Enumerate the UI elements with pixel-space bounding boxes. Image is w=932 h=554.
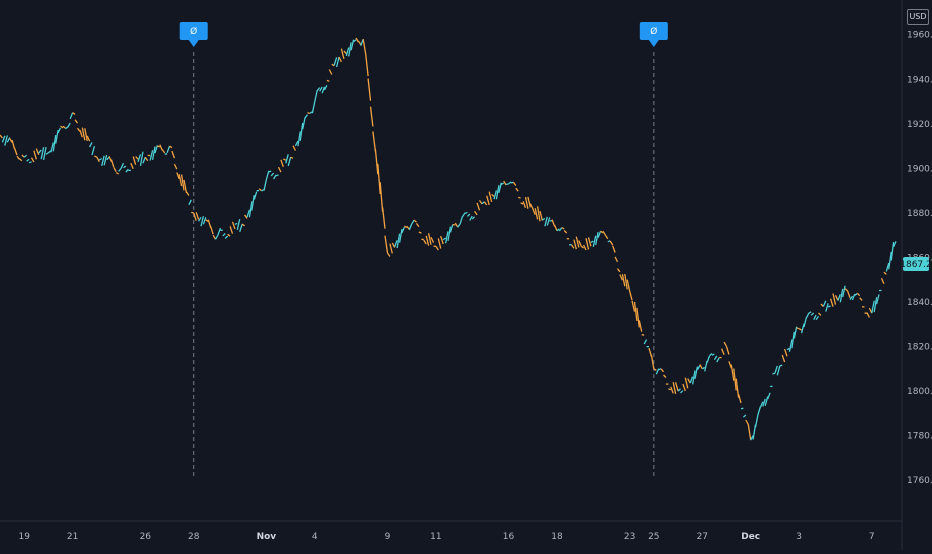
y-tick-label: 1880.0 [907, 209, 932, 219]
price-segment [465, 212, 467, 213]
price-segment [327, 80, 329, 81]
x-tick-label: 9 [385, 532, 391, 542]
event-marker-label: Ø [190, 26, 197, 37]
x-tick-label: 28 [188, 532, 200, 542]
x-tick-label: 25 [648, 532, 659, 542]
x-tick-label: 3 [796, 532, 802, 542]
y-tick-label: 1840.0 [907, 298, 932, 308]
last-price-label: 1867.2 [900, 260, 932, 270]
price-segment [276, 175, 278, 176]
last-price-tag: 1867.2 [900, 257, 932, 271]
price-segment [191, 212, 193, 213]
price-segment [157, 146, 159, 147]
y-tick-label: 1820.0 [907, 343, 932, 353]
price-segment [29, 162, 31, 163]
x-tick-label: 11 [430, 532, 441, 542]
price-segment [269, 171, 271, 172]
currency-badge[interactable]: USD [907, 9, 929, 25]
y-tick-label: 1960.0 [907, 31, 932, 41]
price-segment [668, 389, 670, 390]
price-segment [569, 245, 571, 246]
price-segment [235, 224, 237, 225]
y-tick-label: 1760.0 [907, 476, 932, 486]
price-segment [780, 365, 782, 366]
x-tick-label: Dec [741, 532, 760, 542]
x-tick-label: 4 [312, 532, 318, 542]
x-tick-label: 26 [140, 532, 152, 542]
x-tick-label: 16 [503, 532, 515, 542]
x-tick-label: 18 [551, 532, 563, 542]
y-tick-label: 1800.0 [907, 387, 932, 397]
x-tick-label: 19 [18, 532, 30, 542]
x-tick-label: 27 [697, 532, 708, 542]
x-tick-label: 7 [869, 532, 875, 542]
x-tick-label: Nov [257, 532, 277, 542]
y-tick-label: 1780.0 [907, 432, 932, 442]
event-marker-label: Ø [650, 26, 657, 37]
x-tick-label: 23 [624, 532, 635, 542]
y-tick-label: 1900.0 [907, 164, 932, 174]
y-tick-label: 1940.0 [907, 75, 932, 85]
x-tick-label: 21 [67, 532, 78, 542]
price-segment [741, 408, 743, 409]
price-segment [518, 197, 520, 198]
price-segment [308, 113, 311, 114]
y-tick-label: 1920.0 [907, 120, 932, 130]
price-segment [773, 373, 775, 374]
price-segment [797, 328, 799, 329]
